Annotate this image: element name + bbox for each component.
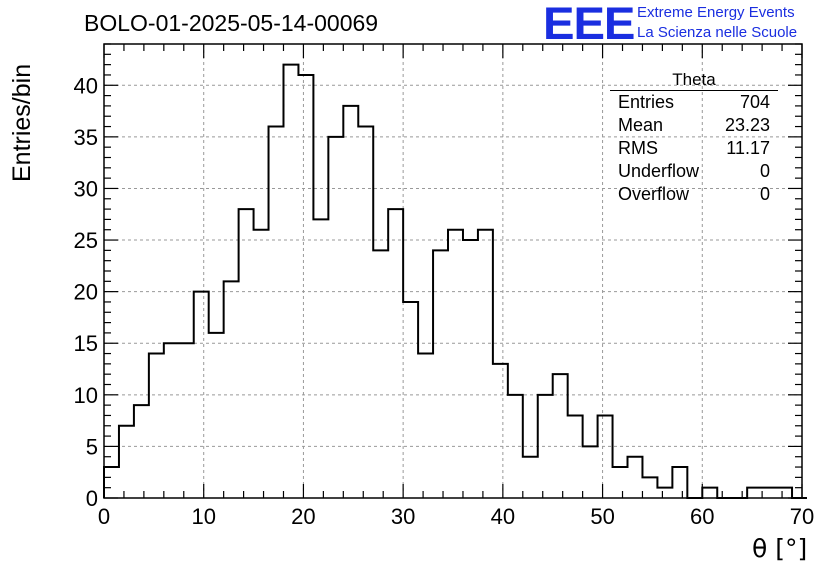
stats-label: Entries <box>618 92 675 112</box>
stats-value: 0 <box>759 161 770 181</box>
histogram-bin <box>239 209 254 498</box>
histogram-bin <box>134 405 149 498</box>
histogram-bin <box>209 333 224 498</box>
stats-value: 0 <box>759 184 770 204</box>
histogram-bin <box>403 302 418 498</box>
stats-value: 11.17 <box>726 138 770 158</box>
stats-label: Mean <box>618 115 664 135</box>
histogram-bin <box>702 488 717 498</box>
run-title: BOLO-01-2025-05-14-00069 <box>84 10 379 36</box>
stats-row-entries: Entries 704 <box>610 91 778 114</box>
histogram-bin <box>598 415 613 498</box>
histogram-bin <box>224 281 239 498</box>
histogram-bin <box>493 364 508 498</box>
logo-tagline-1: Extreme Energy Events <box>637 4 795 21</box>
stats-value: 23.23 <box>724 115 770 135</box>
y-tick-label: 20 <box>74 280 98 305</box>
histogram-bin <box>777 488 792 498</box>
histogram-bin <box>478 230 493 498</box>
histogram-bin <box>313 219 328 498</box>
histogram-bin <box>298 75 313 498</box>
histogram-bin <box>553 374 568 498</box>
eee-logo: EEE <box>543 0 635 49</box>
axis-ticks <box>103 43 803 499</box>
x-tick-label: 30 <box>391 504 415 529</box>
x-tick-label: 70 <box>790 504 814 529</box>
x-tick-label: 50 <box>590 504 614 529</box>
histogram-series <box>103 63 807 499</box>
histogram-bin <box>254 230 269 498</box>
x-tick-label: 0 <box>98 504 110 529</box>
histogram-bin <box>283 65 298 498</box>
stats-title: Theta <box>610 70 778 91</box>
stats-label: Underflow <box>618 161 700 181</box>
histogram-bin <box>418 354 433 498</box>
stats-box: Theta Entries 704 Mean 23.23 RMS 11.17 U… <box>610 70 778 206</box>
histogram-bin <box>149 354 164 498</box>
histogram-bin <box>523 457 538 498</box>
x-tick-labels: 0 10 20 30 40 50 60 70 <box>98 504 814 529</box>
stats-value: 704 <box>739 92 770 112</box>
histogram-bin <box>747 488 762 498</box>
histogram-bin <box>373 250 388 498</box>
histogram-bin <box>119 426 134 498</box>
y-tick-label: 30 <box>74 176 98 201</box>
histogram-bin <box>179 343 194 498</box>
histogram-bin <box>343 106 358 498</box>
x-tick-label: 10 <box>191 504 215 529</box>
x-tick-label: 40 <box>491 504 515 529</box>
histogram-bin <box>628 457 643 498</box>
x-tick-label: 60 <box>690 504 714 529</box>
histogram-bin <box>358 127 373 498</box>
stats-row-overflow: Overflow 0 <box>610 183 778 206</box>
histogram-bin <box>672 467 687 498</box>
histogram-bin <box>657 488 672 498</box>
y-tick-label: 10 <box>74 383 98 408</box>
histogram-bin <box>104 467 119 498</box>
x-axis-label: θ [°] <box>752 534 808 563</box>
y-tick-label: 35 <box>74 125 98 150</box>
y-tick-label: 25 <box>74 228 98 253</box>
histogram-bin <box>568 415 583 498</box>
histogram-bin <box>642 477 657 498</box>
stats-label: Overflow <box>618 184 690 204</box>
histogram-bin <box>164 343 179 498</box>
y-tick-label: 40 <box>74 73 98 98</box>
grid-lines <box>104 44 802 498</box>
histogram-bin <box>613 467 628 498</box>
y-tick-label: 5 <box>86 434 98 459</box>
histogram-bin <box>762 488 777 498</box>
logo-tagline-2: La Scienza nelle Scuole <box>637 24 798 41</box>
stats-row-rms: RMS 11.17 <box>610 137 778 160</box>
x-tick-label: 20 <box>291 504 315 529</box>
stats-label: RMS <box>618 138 658 158</box>
histogram-bin <box>583 446 598 498</box>
stats-row-underflow: Underflow 0 <box>610 160 778 183</box>
histogram-bin <box>328 137 343 498</box>
histogram-bin <box>433 250 448 498</box>
histogram-bin <box>269 127 284 498</box>
y-tick-labels: 0 5 10 15 20 25 30 35 40 <box>74 73 98 511</box>
stats-row-mean: Mean 23.23 <box>610 114 778 137</box>
y-tick-label: 0 <box>86 486 98 511</box>
y-axis-label: Entries/bin <box>8 63 36 182</box>
y-tick-label: 15 <box>74 331 98 356</box>
histogram-bin <box>463 240 478 498</box>
histogram-bin <box>448 230 463 498</box>
histogram-bin <box>388 209 403 498</box>
